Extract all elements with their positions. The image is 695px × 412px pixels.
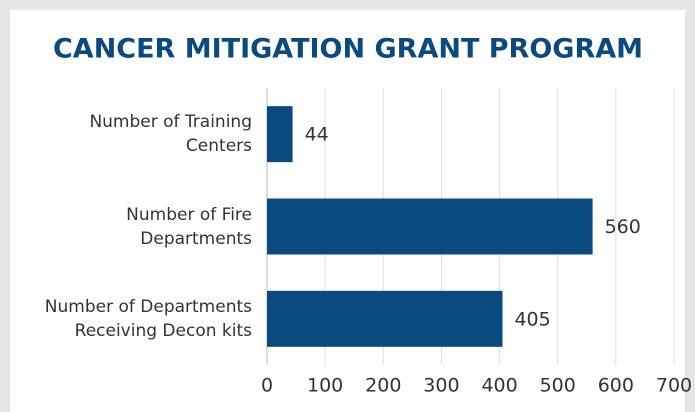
category-label-box: Number of Departments Receiving Decon ki… [44,296,252,341]
x-tick-label: 700 [656,375,692,397]
x-tick-label: 200 [365,375,401,397]
y-tick-label: Number of Departments Receiving Decon ki… [44,296,252,341]
chart-title: CANCER MITIGATION GRANT PROGRAM [53,34,643,65]
bar [267,290,503,347]
category-label-box: Number of Training Centers [89,112,252,157]
value-label: 560 [605,216,641,238]
value-label: 44 [305,124,329,146]
value-label: 405 [514,308,550,330]
x-tick-label: 500 [540,375,576,397]
bar [267,198,593,255]
x-tick-label: 600 [598,375,634,397]
x-tick-label: 400 [481,375,517,397]
x-tick-label: 100 [307,375,343,397]
y-tick-label: Number of Fire Departments [126,204,252,249]
y-tick-label: Number of Training Centers [89,112,252,157]
category-label-box: Number of Fire Departments [126,204,252,249]
bar [267,106,293,163]
x-tick-label: 300 [423,375,459,397]
x-tick-label: 0 [261,375,273,397]
